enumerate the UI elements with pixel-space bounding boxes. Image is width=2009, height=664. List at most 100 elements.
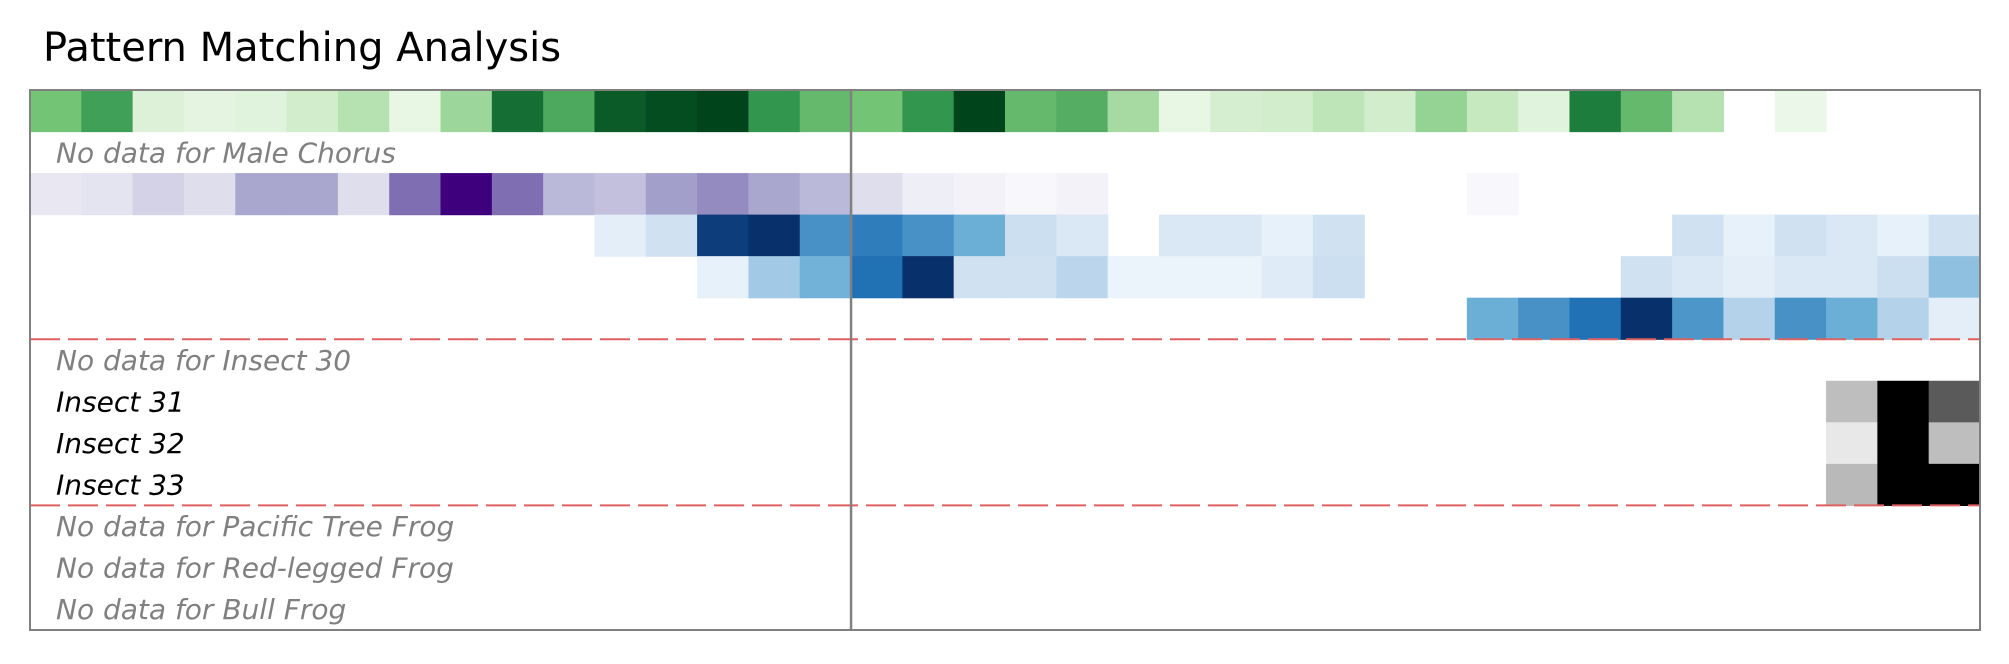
heatmap-cell (953, 90, 1006, 133)
heatmap-cell (1672, 256, 1725, 299)
heatmap-cell (1620, 256, 1673, 299)
heatmap-cell (697, 256, 750, 299)
heatmap-cell (1261, 214, 1314, 257)
row-label: No data for Pacific Tree Frog (56, 510, 454, 543)
heatmap-cell (1928, 422, 1981, 465)
heatmap-cell (1210, 214, 1263, 257)
heatmap-cell (1826, 380, 1878, 423)
heatmap-cell (1877, 380, 1930, 423)
heatmap-cell (1261, 256, 1314, 299)
heatmap-cell (30, 90, 82, 133)
chart-lines (29, 89, 1981, 631)
heatmap-cell (1877, 422, 1930, 465)
heatmap-cell (30, 173, 82, 216)
heatmap-cell (594, 214, 647, 257)
heatmap-cell (1210, 90, 1263, 133)
heatmap-cell (1620, 297, 1673, 340)
heatmap-cell (748, 90, 801, 133)
heatmap-cell (183, 90, 236, 133)
heatmap-cell (1005, 214, 1057, 257)
heatmap-cell (1261, 90, 1314, 133)
heatmap-cell (902, 173, 955, 216)
row-label: No data for Male Chorus (56, 136, 396, 169)
heatmap-cell (132, 173, 185, 216)
heatmap-cell (235, 173, 288, 216)
heatmap-cell (1928, 380, 1981, 423)
row-label: No data for Insect 30 (56, 344, 351, 377)
heatmap-cell (1928, 297, 1981, 340)
heatmap-cell (697, 90, 750, 133)
row-label: No data for Red-legged Frog (56, 552, 454, 585)
heatmap-cell (799, 90, 852, 133)
heatmap-cell (645, 90, 698, 133)
heatmap-cell (1672, 297, 1725, 340)
heatmap-cell (594, 90, 647, 133)
heatmap-cell (1877, 463, 1930, 506)
heatmap-cell (81, 173, 134, 216)
heatmap-cell (440, 173, 493, 216)
heatmap-cell (1928, 214, 1981, 257)
heatmap-cell (1466, 297, 1519, 340)
heatmap-cell (1056, 256, 1109, 299)
heatmap-cell (1877, 256, 1930, 299)
heatmap-cell (491, 173, 544, 216)
heatmap-cell (902, 256, 955, 299)
heatmap-cell (953, 256, 1006, 299)
heatmap-cell (389, 173, 442, 216)
heatmap-cell (1774, 256, 1827, 299)
heatmap-cell (1569, 90, 1622, 133)
heatmap-cell (1723, 214, 1776, 257)
heatmap-cell (1415, 90, 1468, 133)
heatmap-cell (1826, 422, 1878, 465)
heatmap-cell (1056, 214, 1109, 257)
heatmap-cell (697, 173, 750, 216)
heatmap-cell (851, 90, 903, 133)
heatmap-cell (491, 90, 544, 133)
row-label: No data for Bull Frog (56, 593, 346, 626)
heatmap-cell (1826, 214, 1878, 257)
heatmap-cell (697, 214, 750, 257)
heatmap-cell (1312, 256, 1365, 299)
heatmap-cell (1056, 90, 1109, 133)
heatmap-cell (1569, 297, 1622, 340)
heatmap-cell (1518, 90, 1571, 133)
heatmap-cell (748, 256, 801, 299)
heatmap-cell (1774, 297, 1827, 340)
chart-title: Pattern Matching Analysis (43, 25, 561, 71)
heatmap-cell (1107, 256, 1160, 299)
heatmap-cell (1107, 90, 1160, 133)
heatmap-cell (799, 173, 852, 216)
heatmap-cell (1312, 90, 1365, 133)
heatmap-cell (953, 214, 1006, 257)
heatmap-cell (902, 214, 955, 257)
heatmap-cell (1210, 256, 1263, 299)
heatmap-cell (1826, 297, 1878, 340)
heatmap-cell (1005, 256, 1057, 299)
row-label: Insect 32 (56, 427, 185, 460)
heatmap-cell (1518, 297, 1571, 340)
heatmap-cell (1312, 214, 1365, 257)
heatmap-cell (337, 90, 390, 133)
heatmap-cell (1158, 214, 1211, 257)
heatmap-cell (748, 214, 801, 257)
heatmap-cell (799, 214, 852, 257)
heatmap-cell (1877, 297, 1930, 340)
heatmap-cell (1158, 256, 1211, 299)
heatmap-cells (30, 90, 1981, 506)
heatmap-cell (1723, 297, 1776, 340)
heatmap-cell (1877, 214, 1930, 257)
heatmap-cell (1056, 173, 1109, 216)
heatmap-cell (1466, 90, 1519, 133)
chart-frame (29, 89, 1981, 631)
heatmap-cell (1928, 256, 1981, 299)
heatmap-cell (286, 90, 339, 133)
heatmap-cell (953, 173, 1006, 216)
heatmap-cell (851, 173, 903, 216)
heatmap-cell (286, 173, 339, 216)
heatmap-cell (645, 173, 698, 216)
heatmap-cell (1158, 90, 1211, 133)
heatmap-cell (1774, 214, 1827, 257)
heatmap-cell (1364, 90, 1417, 133)
heatmap-cell (902, 90, 955, 133)
